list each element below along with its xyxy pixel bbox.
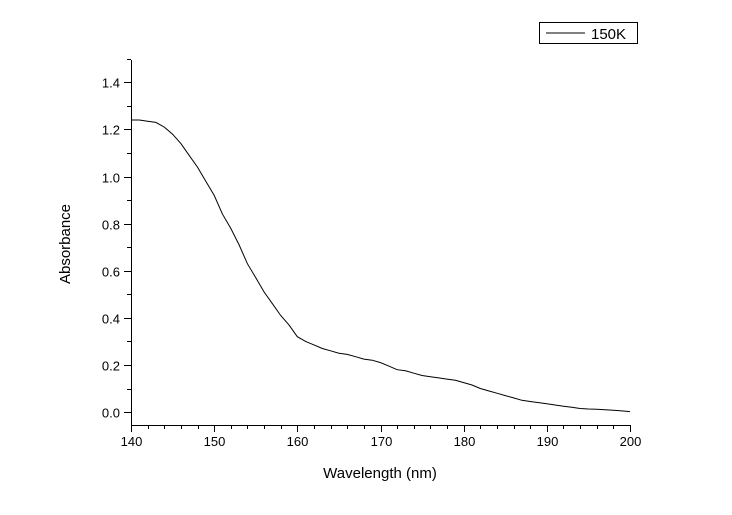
y-tick-label: 0.8 — [102, 218, 120, 233]
legend: 150K — [539, 22, 638, 44]
x-tick-label: 160 — [287, 434, 309, 449]
x-tick-label: 200 — [620, 434, 642, 449]
y-tick-label: 0.4 — [102, 312, 120, 327]
x-tick-label: 180 — [454, 434, 476, 449]
x-tick-label: 150 — [204, 434, 226, 449]
x-tick-label: 190 — [537, 434, 559, 449]
x-axis-label: Wavelength (nm) — [323, 465, 437, 482]
x-tick-label: 140 — [121, 434, 143, 449]
x-tick-label: 170 — [371, 434, 393, 449]
series-line-150k — [131, 119, 631, 413]
legend-box — [539, 22, 638, 44]
y-axis-label: Absorbance — [57, 204, 74, 284]
y-tick-label: 1.4 — [102, 76, 120, 91]
y-tick-label: 0.6 — [102, 265, 120, 280]
axes: 140 150 160 170 180 190 200 0.0 0.2 0.4 0.6 0.8 1.0 1… — [102, 59, 642, 449]
y-tick-label: 1.0 — [102, 171, 120, 186]
y-tick-label: 0.0 — [102, 406, 120, 421]
legend-label: 150K — [591, 26, 626, 43]
y-tick-label: 1.2 — [102, 123, 120, 138]
y-tick-label: 0.2 — [102, 359, 120, 374]
